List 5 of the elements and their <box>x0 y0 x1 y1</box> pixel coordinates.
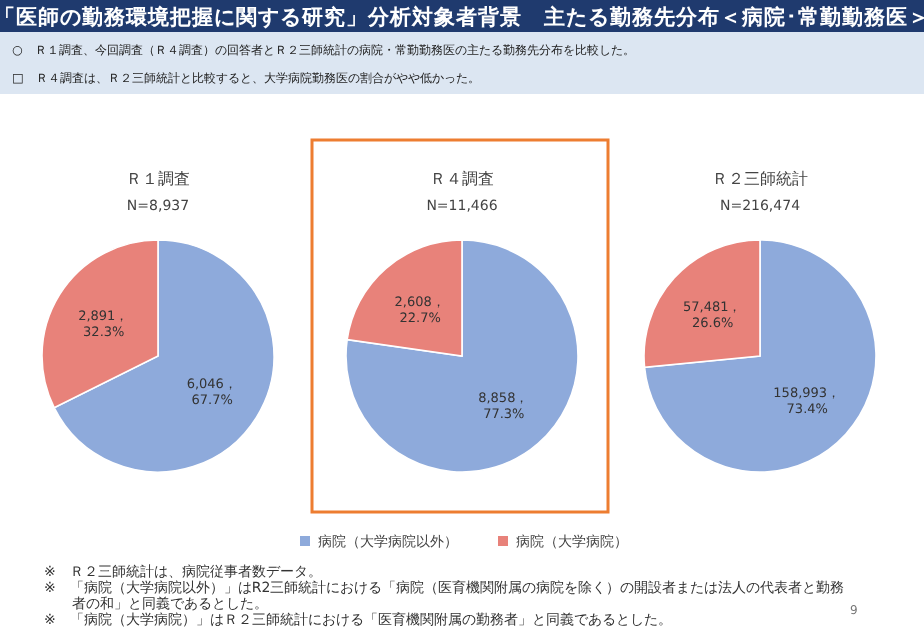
chart-title: Ｒ４調査 <box>430 170 494 188</box>
pie-slice <box>345 239 579 473</box>
chart-title: Ｒ１調査 <box>126 170 190 188</box>
pie-slice <box>643 239 877 473</box>
chart-title: Ｒ２三師統計 <box>712 170 808 188</box>
